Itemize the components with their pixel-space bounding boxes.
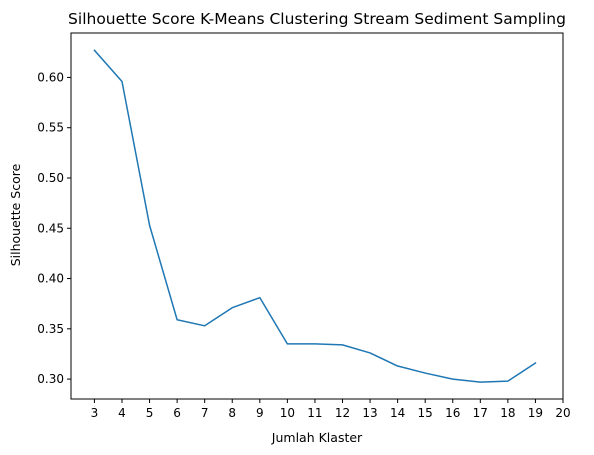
y-tick-label: 0.60 <box>37 70 64 84</box>
x-tick-label: 20 <box>555 406 570 420</box>
plot-frame <box>70 32 564 400</box>
y-tick-label: 0.30 <box>37 372 64 386</box>
x-tick-label: 5 <box>146 406 154 420</box>
y-tick-label: 0.35 <box>37 322 64 336</box>
plot-area: 3 4 5 6 7 8 9 10 11 12 13 14 15 16 17 18 19 20 0.30 0.35 0.4… <box>37 32 571 420</box>
x-tick-label: 4 <box>118 406 126 420</box>
x-tick-label: 14 <box>390 406 405 420</box>
x-tick-label: 19 <box>528 406 543 420</box>
y-axis-label: Silhouette Score <box>8 163 23 266</box>
y-tick-label: 0.40 <box>37 272 64 286</box>
x-tick-label: 18 <box>500 406 515 420</box>
x-tick-label: 7 <box>201 406 209 420</box>
x-tick-label: 6 <box>173 406 181 420</box>
chart-title: Silhouette Score K-Means Clustering Stre… <box>68 10 566 28</box>
x-tick-label: 16 <box>445 406 460 420</box>
x-tick-label: 10 <box>280 406 295 420</box>
x-tick-label: 9 <box>256 406 264 420</box>
y-tick-label: 0.45 <box>37 221 64 235</box>
x-tick-label: 13 <box>362 406 377 420</box>
x-tick-label: 11 <box>307 406 322 420</box>
y-tick-label: 0.55 <box>37 121 64 135</box>
x-tick-label: 3 <box>91 406 99 420</box>
x-tick-label: 8 <box>228 406 236 420</box>
series-line-0 <box>93 49 537 383</box>
x-tick-label: 17 <box>473 406 488 420</box>
x-axis-label: Jumlah Klaster <box>271 430 363 445</box>
x-tick-label: 12 <box>335 406 350 420</box>
y-tick-label: 0.50 <box>37 171 64 185</box>
x-tick-label: 15 <box>418 406 433 420</box>
